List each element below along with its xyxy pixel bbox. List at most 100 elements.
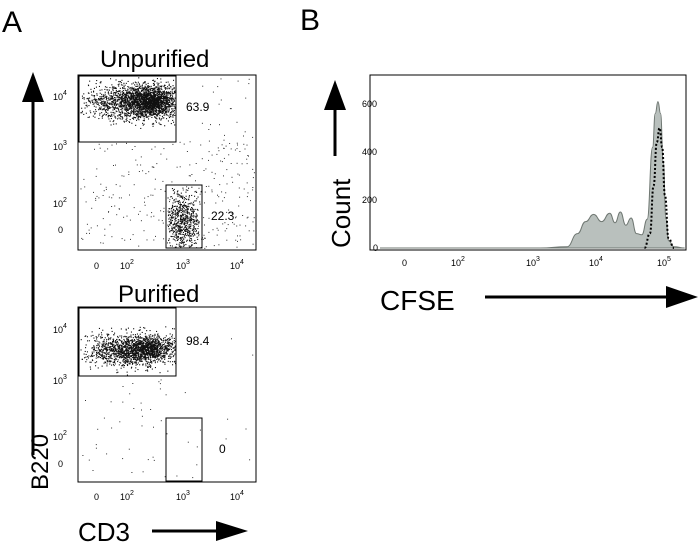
event-dot (137, 88, 139, 90)
event-dot (138, 93, 140, 95)
event-dot (183, 235, 185, 237)
event-dot (93, 87, 95, 89)
event-dot (114, 107, 116, 109)
event-dot (130, 343, 132, 345)
event-dot (136, 103, 138, 105)
event-dot (142, 353, 144, 355)
event-dot (151, 123, 153, 125)
event-dot (149, 91, 151, 93)
event-dot (169, 217, 171, 219)
event-dot (124, 113, 126, 115)
event-dot (166, 114, 168, 116)
event-dot (128, 341, 130, 343)
event-dot (142, 364, 144, 366)
event-dot (146, 350, 148, 352)
event-dot (169, 88, 171, 90)
event-dot (183, 208, 185, 210)
event-dot (99, 99, 101, 101)
event-dot (98, 341, 100, 343)
event-dot (189, 233, 191, 235)
event-dot (141, 350, 143, 352)
event-dot (164, 109, 166, 111)
event-dot (174, 222, 176, 224)
event-dot (168, 87, 170, 89)
event-dot (184, 221, 186, 223)
event-dot (164, 114, 166, 116)
event-dot (178, 233, 180, 235)
event-dot (167, 93, 169, 95)
event-dot (157, 86, 159, 88)
event-dot (141, 337, 143, 339)
event-dot (181, 241, 183, 243)
event-dot (150, 94, 152, 96)
event-dot (123, 107, 125, 109)
event-dot (223, 148, 225, 149)
event-dot (148, 103, 150, 105)
event-dot (131, 366, 133, 368)
event-dot (114, 332, 116, 334)
event-dot (89, 80, 91, 82)
event-dot (175, 232, 177, 234)
event-dot (172, 364, 174, 366)
event-dot (121, 96, 123, 98)
event-dot (124, 88, 126, 90)
event-dot (157, 96, 159, 98)
event-dot (175, 205, 177, 207)
event-dot (107, 148, 109, 150)
event-dot (151, 335, 153, 337)
event-dot (121, 97, 123, 99)
event-dot (204, 224, 205, 226)
event-dot (95, 350, 97, 352)
event-dot (169, 221, 171, 223)
event-dot (133, 113, 135, 115)
event-dot (94, 348, 96, 350)
event-dot (182, 215, 184, 217)
event-dot (99, 114, 101, 116)
event-dot (168, 208, 170, 210)
event-dot (128, 336, 130, 338)
event-dot (238, 174, 240, 176)
event-dot (143, 327, 145, 329)
event-dot (119, 114, 121, 116)
event-dot (121, 340, 123, 342)
event-dot (183, 217, 185, 219)
event-dot (107, 116, 109, 118)
event-dot (135, 97, 137, 99)
event-dot (156, 342, 158, 344)
event-dot (218, 150, 220, 152)
event-dot (129, 107, 131, 109)
event-dot (147, 106, 149, 108)
event-dot (102, 104, 104, 106)
event-dot (108, 97, 110, 99)
event-dot (176, 208, 178, 210)
event-dot (126, 348, 128, 350)
event-dot (98, 98, 100, 100)
event-dot (125, 101, 127, 103)
event-dot (80, 188, 82, 190)
event-dot (122, 353, 124, 355)
event-dot (119, 101, 121, 103)
event-dot (188, 229, 190, 231)
event-dot (98, 352, 100, 354)
event-dot (186, 220, 188, 222)
event-dot (145, 173, 147, 175)
event-dot (164, 343, 166, 345)
event-dot (175, 198, 177, 200)
event-dot (173, 112, 175, 114)
event-dot (167, 106, 169, 108)
event-dot (164, 345, 166, 347)
event-dot (114, 354, 116, 356)
event-dot (130, 96, 132, 98)
event-dot (187, 229, 189, 231)
event-dot (143, 97, 145, 99)
event-dot (236, 148, 238, 150)
event-dot (156, 78, 158, 80)
event-dot (246, 182, 248, 184)
event-dot (157, 112, 159, 114)
event-dot (96, 353, 98, 355)
event-dot (141, 95, 143, 97)
event-dot (152, 343, 154, 345)
event-dot (136, 108, 138, 110)
event-dot (142, 97, 144, 99)
event-dot (151, 109, 153, 111)
